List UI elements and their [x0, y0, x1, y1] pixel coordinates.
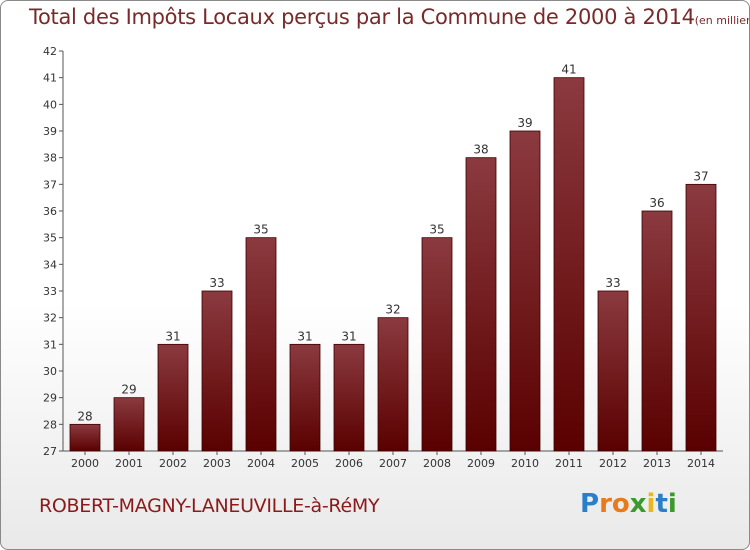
logo-letter: r: [599, 489, 612, 519]
logo-letter: i: [646, 489, 656, 519]
x-tick-label-2008: 2008: [423, 457, 451, 470]
y-tick-label: 34: [43, 258, 57, 271]
y-tick-label: 41: [43, 72, 57, 85]
y-tick-label: 39: [43, 125, 57, 138]
data-label-2012: 33: [605, 276, 620, 290]
x-tick-label-2003: 2003: [203, 457, 231, 470]
y-tick-label: 35: [43, 232, 57, 245]
bar-2008: [421, 237, 453, 452]
y-tick-label: 40: [43, 98, 57, 111]
bar-2002: [157, 343, 189, 452]
data-label-2003: 33: [209, 276, 224, 290]
data-label-2013: 36: [649, 196, 664, 210]
data-label-2006: 31: [341, 329, 356, 343]
logo-letter: P: [580, 489, 600, 519]
data-label-2007: 32: [385, 303, 400, 317]
x-tick-label-2009: 2009: [467, 457, 495, 470]
bar-2001: [113, 397, 145, 452]
data-label-2010: 39: [517, 116, 532, 130]
x-tick-label-2004: 2004: [247, 457, 275, 470]
bar-2003: [201, 290, 233, 452]
data-label-2001: 29: [121, 383, 136, 397]
y-tick-label: 28: [43, 418, 57, 431]
x-tick-label-2000: 2000: [71, 457, 99, 470]
bar-2009: [465, 157, 497, 452]
x-tick-label-2005: 2005: [291, 457, 319, 470]
y-tick-label: 32: [43, 312, 57, 325]
bar-2012: [597, 290, 629, 452]
data-label-2008: 35: [429, 223, 444, 237]
bar-2011: [553, 77, 585, 452]
y-tick-label: 31: [43, 338, 57, 351]
y-tick-label: 27: [43, 445, 57, 458]
data-label-2005: 31: [297, 329, 312, 343]
data-label-2014: 37: [693, 169, 708, 183]
chart-title-row: Total des Impôts Locaux perçus par la Co…: [29, 5, 749, 29]
logo-letter: x: [629, 489, 647, 519]
chart-unit: (en milliers d'€): [694, 14, 749, 27]
bar-2000: [69, 423, 101, 452]
logo-letter: t: [655, 489, 668, 519]
bar-2006: [333, 343, 365, 452]
bar-2013: [641, 210, 673, 452]
y-tick-label: 38: [43, 152, 57, 165]
x-tick-label-2006: 2006: [335, 457, 363, 470]
x-tick-label-2012: 2012: [599, 457, 627, 470]
bar-2004: [245, 237, 277, 452]
data-label-2002: 31: [165, 329, 180, 343]
bar-2007: [377, 317, 409, 452]
y-tick-label: 42: [43, 45, 57, 58]
x-tick-label-2002: 2002: [159, 457, 187, 470]
data-label-2011: 41: [561, 63, 576, 77]
chart-title: Total des Impôts Locaux perçus par la Co…: [29, 5, 695, 29]
data-label-2009: 38: [473, 143, 488, 157]
x-tick-label-2011: 2011: [555, 457, 583, 470]
data-label-2000: 28: [77, 409, 92, 423]
bar-2005: [289, 343, 321, 452]
x-tick-label-2013: 2013: [643, 457, 671, 470]
x-tick-label-2010: 2010: [511, 457, 539, 470]
y-tick-label: 30: [43, 365, 57, 378]
logo-letter: i: [667, 489, 677, 519]
y-tick-label: 37: [43, 178, 57, 191]
proxiti-logo: Proxiti: [580, 489, 677, 519]
commune-name: ROBERT-MAGNY-LANEUVILLE-à-RéMY: [39, 495, 380, 517]
y-tick-label: 33: [43, 285, 57, 298]
bar-2014: [685, 183, 717, 452]
y-tick-label: 29: [43, 392, 57, 405]
x-tick-label-2014: 2014: [687, 457, 715, 470]
bar-2010: [509, 130, 541, 452]
x-tick-label-2001: 2001: [115, 457, 143, 470]
logo-letter: o: [611, 489, 630, 519]
data-label-2004: 35: [253, 223, 268, 237]
x-tick-label-2007: 2007: [379, 457, 407, 470]
y-tick-label: 36: [43, 205, 57, 218]
